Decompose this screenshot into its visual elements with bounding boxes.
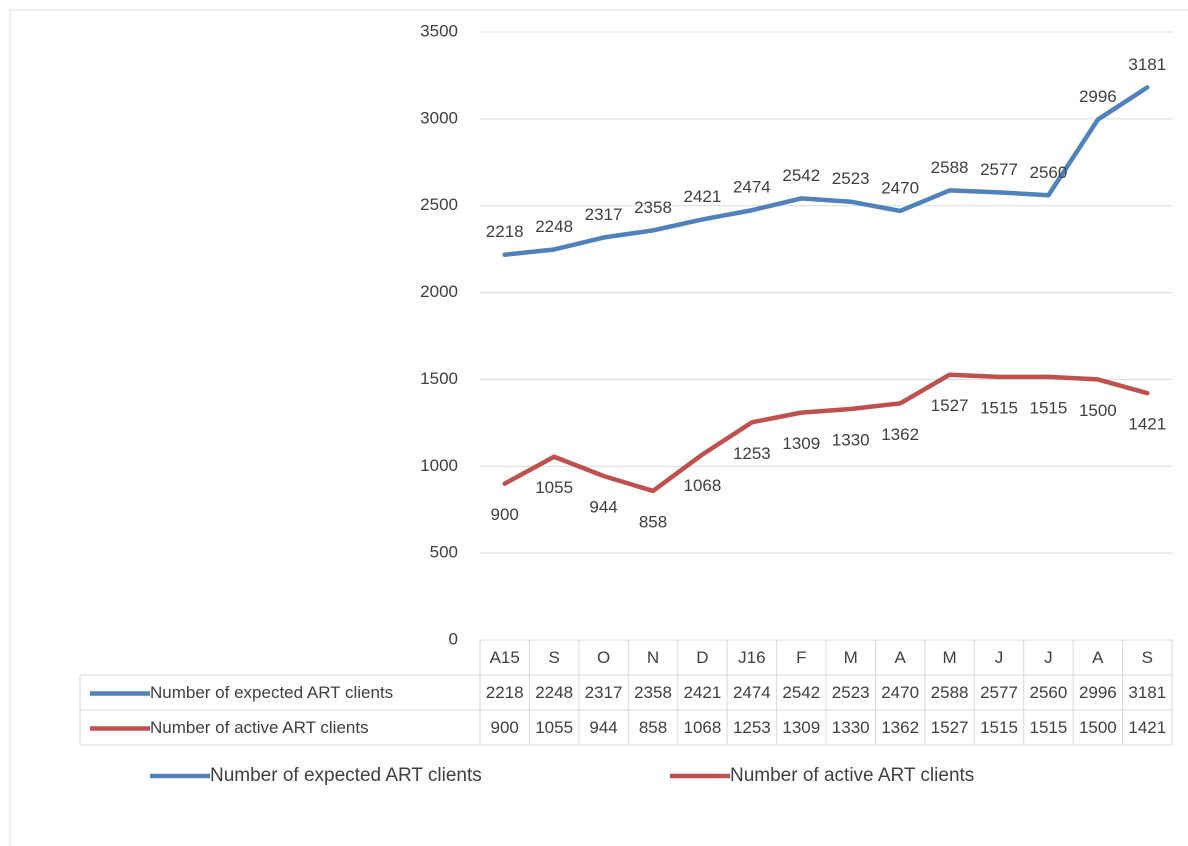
table-value: 1330 (832, 718, 870, 737)
y-tick-label: 3500 (420, 21, 458, 40)
data-label: 2996 (1079, 87, 1117, 106)
x-tick-label: D (696, 648, 708, 667)
table-value: 1068 (684, 718, 722, 737)
y-tick-label: 1500 (420, 369, 458, 388)
y-tick-label: 2500 (420, 195, 458, 214)
x-tick-label: A (1092, 648, 1104, 667)
table-value: 2317 (585, 683, 623, 702)
table-value: 2542 (782, 683, 820, 702)
table-value: 1421 (1128, 718, 1166, 737)
table-value: 2248 (535, 683, 573, 702)
x-tick-label: A15 (490, 648, 520, 667)
x-tick-label: J16 (738, 648, 765, 667)
table-value: 2470 (881, 683, 919, 702)
data-label: 1500 (1079, 401, 1117, 420)
table-value: 1515 (980, 718, 1018, 737)
table-value: 3181 (1128, 683, 1166, 702)
x-tick-label: M (942, 648, 956, 667)
table-value: 2421 (684, 683, 722, 702)
table-value: 1527 (931, 718, 969, 737)
data-label: 1068 (684, 476, 722, 495)
x-tick-label: O (597, 648, 610, 667)
legend-label: Number of expected ART clients (210, 765, 482, 786)
x-tick-label: S (1142, 648, 1153, 667)
data-label: 3181 (1128, 55, 1166, 74)
chart-border (9, 9, 1188, 846)
data-label: 2523 (832, 169, 870, 188)
table-value: 944 (589, 718, 617, 737)
table-value: 1515 (1030, 718, 1068, 737)
x-tick-label: A (894, 648, 906, 667)
series-line (502, 85, 1150, 257)
data-label: 2358 (634, 198, 672, 217)
table-value: 2218 (486, 683, 524, 702)
data-label: 2218 (486, 222, 524, 241)
data-label: 2542 (782, 166, 820, 185)
data-label: 944 (589, 497, 617, 516)
data-label: 1362 (881, 425, 919, 444)
x-tick-label: J (1044, 648, 1053, 667)
x-tick-label: F (796, 648, 806, 667)
data-label: 900 (491, 505, 519, 524)
y-tick-label: 2000 (420, 282, 458, 301)
table-value: 1055 (535, 718, 573, 737)
y-tick-label: 500 (430, 543, 458, 562)
table-value: 2474 (733, 683, 771, 702)
data-label: 2470 (881, 178, 919, 197)
x-tick-label: S (548, 648, 559, 667)
table-value: 2996 (1079, 683, 1117, 702)
y-tick-label: 0 (449, 629, 458, 648)
table-value: 2588 (931, 683, 969, 702)
data-label: 1330 (832, 430, 870, 449)
data-label: 2248 (535, 217, 573, 236)
table-row-header: Number of expected ART clients (150, 683, 393, 702)
y-tick-label: 3000 (420, 108, 458, 127)
table-value: 858 (639, 718, 667, 737)
data-label: 1515 (980, 398, 1018, 417)
table-value: 1309 (782, 718, 820, 737)
table-value: 2560 (1030, 683, 1068, 702)
legend-label: Number of active ART clients (730, 765, 974, 786)
data-label: 858 (639, 512, 667, 531)
series-line (502, 372, 1150, 494)
data-label: 2421 (684, 187, 722, 206)
x-tick-label: J (995, 648, 1004, 667)
table-value: 2358 (634, 683, 672, 702)
data-label: 2588 (931, 158, 969, 177)
table-value: 1362 (881, 718, 919, 737)
data-label: 2560 (1030, 163, 1068, 182)
table-row-header: Number of active ART clients (150, 718, 369, 737)
y-tick-label: 1000 (420, 456, 458, 475)
data-label: 2317 (585, 205, 623, 224)
data-label: 1253 (733, 444, 771, 463)
data-label: 1515 (1030, 398, 1068, 417)
data-label: 1527 (931, 396, 969, 415)
table-value: 1253 (733, 718, 771, 737)
data-label: 1421 (1128, 415, 1166, 434)
table-value: 2523 (832, 683, 870, 702)
data-label: 2474 (733, 178, 771, 197)
table-value: 900 (491, 718, 519, 737)
data-label: 1309 (782, 434, 820, 453)
x-tick-label: M (844, 648, 858, 667)
table-value: 2577 (980, 683, 1018, 702)
data-label: 1055 (535, 478, 573, 497)
table-value: 1500 (1079, 718, 1117, 737)
data-label: 2577 (980, 160, 1018, 179)
x-tick-label: N (647, 648, 659, 667)
